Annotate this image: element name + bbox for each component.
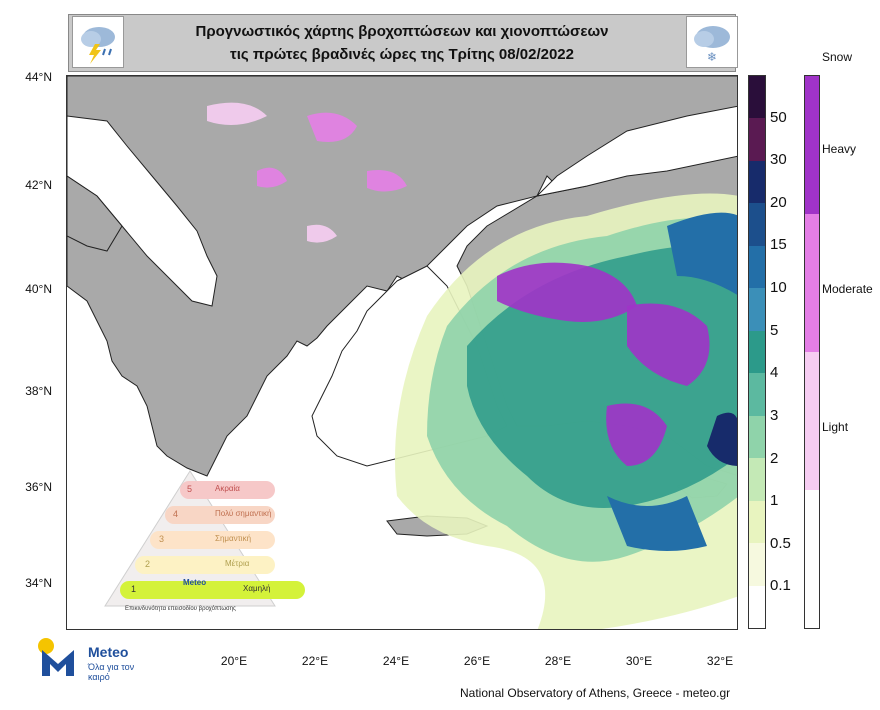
rain-swatch [749,585,765,629]
rain-label: 50 [770,108,787,126]
logo-tagline: Όλα για τον καιρό [88,662,135,682]
map-title: Προγνωστικός χάρτης βροχοπτώσεων και χιο… [130,20,674,66]
snow-swatch [805,76,819,214]
pyramid-number-2: 2 [145,559,151,569]
pyramid-level-1: Χαμηλή [243,584,271,593]
rain-label: 3 [770,406,779,424]
snow-label-light: Light [822,420,849,434]
forecast-map: Ακραία Πολύ σημαντική Σημαντική Μέτρια Χ… [66,75,738,630]
title-line-1: Προγνωστικός χάρτης βροχοπτώσεων και χιο… [195,23,609,40]
rain-label: 4 [770,364,779,382]
rain-swatch [749,76,765,119]
rain-swatch [749,330,765,374]
map-canvas [67,76,737,629]
lat-label-42: 42°N [25,178,52,192]
snow-swatch [805,490,819,628]
snow-swatch [805,352,819,490]
logo-name: Meteo [88,644,129,660]
snow-label-heavy: Heavy [822,142,857,156]
snow-label-moderate: Moderate [822,282,873,296]
rain-label: 0.1 [770,577,791,595]
snow-swatch [805,214,819,352]
lat-label-36: 36°N [25,480,52,494]
title-line-2: τις πρώτες βραδινές ώρες της Τρίτης 08/0… [230,46,574,63]
lon-label-22: 22°E [301,654,329,668]
svg-text:❄: ❄ [707,50,717,64]
snow-colorbar [804,75,820,629]
rain-label: 1 [770,492,779,510]
rain-swatch [749,288,765,331]
lon-label-28: 28°E [544,654,572,668]
rain-swatch [749,500,765,544]
meteo-logo-icon [36,636,86,680]
lon-label-30: 30°E [625,654,653,668]
lon-label-26: 26°E [463,654,491,668]
rain-label: 5 [770,321,779,339]
snow-legend-title: Snow [822,50,853,64]
rain-swatch [749,415,765,459]
rain-swatch [749,245,765,289]
rain-colorbar [748,75,766,629]
rain-swatch [749,118,765,161]
pyramid-number-1: 1 [131,584,137,594]
rain-label: 20 [770,193,787,211]
pyramid-level-4: Πολύ σημαντική [215,509,272,518]
pyramid-number-3: 3 [159,534,165,544]
lon-label-32: 32°E [706,654,734,668]
lat-label-34: 34°N [25,576,52,590]
rain-label: 10 [770,279,787,297]
pyramid-level-3: Σημαντική [215,534,252,543]
rain-label: 2 [770,449,779,467]
lat-label-44: 44°N [25,70,52,84]
rain-swatch [749,203,765,246]
rain-swatch [749,458,765,501]
lat-label-38: 38°N [25,384,52,398]
pyramid-number-5: 5 [187,484,193,494]
pyramid-brand: Meteo [183,578,207,587]
pyramid-number-4: 4 [173,509,179,519]
credit-text: National Observatory of Athens, Greece -… [460,686,731,700]
title-box [68,14,736,72]
rain-label: 15 [770,236,787,254]
hazard-pyramid: Ακραία Πολύ σημαντική Σημαντική Μέτρια Χ… [95,466,335,616]
rain-swatch [749,160,765,204]
lat-label-40: 40°N [25,282,52,296]
pyramid-caption: Επικινδυνότητα επεισοδίου βροχόπτωσης [125,606,236,612]
rain-thunder-cloud-icon [72,16,124,68]
lon-label-24: 24°E [382,654,410,668]
rain-swatch [749,543,765,586]
rain-label: 30 [770,151,787,169]
snow-cloud-icon: ❄ [686,16,738,68]
rain-label: 0.5 [770,534,791,552]
pyramid-level-2: Μέτρια [225,559,250,568]
rain-swatch [749,373,765,416]
lon-label-20: 20°E [220,654,248,668]
pyramid-level-5: Ακραία [215,484,240,493]
